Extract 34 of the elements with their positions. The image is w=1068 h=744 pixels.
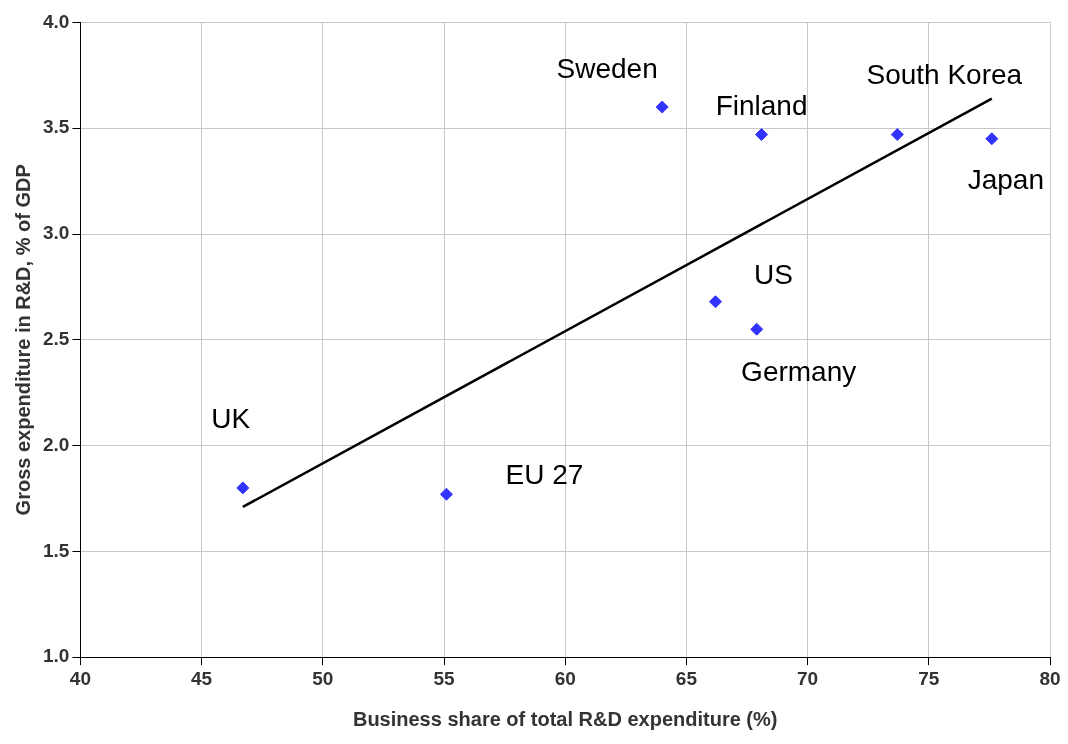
point: [236, 481, 250, 495]
point: [890, 128, 904, 142]
x-tick-label: 65: [675, 667, 698, 689]
x-tick-label: 45: [191, 667, 213, 689]
point: [655, 100, 669, 114]
annotation: UK: [211, 402, 251, 434]
point: [755, 128, 769, 142]
annotation: Finland: [715, 90, 808, 122]
x-tick-label: 70: [797, 667, 819, 689]
y-tick-label: 1.0: [42, 645, 70, 667]
point: [708, 295, 722, 309]
annotation: EU 27: [505, 458, 584, 490]
x-tick-label: 80: [1039, 667, 1061, 689]
annotation: Sweden: [556, 52, 658, 84]
annotation: Germany: [741, 355, 857, 387]
y-tick-label: 2.0: [42, 433, 70, 455]
y-tick-label: 1.5: [42, 539, 70, 561]
annotation: Japan: [967, 164, 1044, 196]
annotation: US: [754, 259, 793, 291]
x-tick-label: 40: [69, 667, 91, 689]
x-axis-title: Business share of total R&D expenditure (%): [352, 707, 778, 730]
y-tick-label: 2.5: [42, 328, 70, 350]
y-tick-label: 3.0: [42, 222, 70, 244]
y-tick-label: 3.5: [42, 116, 70, 138]
y-tick-label: 4.0: [42, 10, 70, 32]
point: [750, 322, 764, 336]
y-axis-title: Gross expenditure in R&D, % of GDP: [11, 164, 34, 516]
point: [439, 487, 453, 501]
point: [985, 132, 999, 146]
x-tick-label: 50: [312, 667, 334, 689]
annotation: South Korea: [866, 59, 1023, 91]
x-tick-label: 75: [918, 667, 940, 689]
x-tick-label: 55: [433, 667, 455, 689]
x-tick-label: 60: [554, 667, 576, 689]
